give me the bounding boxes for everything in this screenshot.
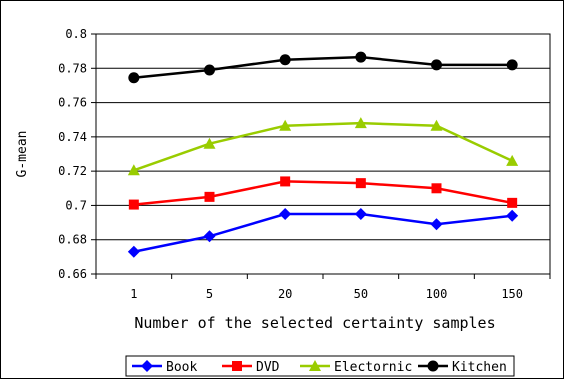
- legend-label: DVD: [256, 360, 280, 375]
- series-book: [127, 208, 519, 258]
- series-line: [133, 55, 513, 79]
- y-axis-ticks: 0.66 0.68 0.7 0.72 0.74 0.76 0.78 0.8: [58, 27, 96, 281]
- y-tick-label: 0.78: [58, 61, 87, 75]
- x-tick-label: 150: [501, 287, 523, 301]
- y-axis-label: G-mean: [15, 131, 30, 178]
- triangle-marker: [430, 119, 443, 131]
- y-tick-label: 0.8: [65, 27, 87, 41]
- circle-marker: [355, 51, 367, 63]
- square-marker: [507, 197, 518, 208]
- square-marker: [232, 361, 242, 371]
- series-kitchen: [128, 51, 518, 84]
- circle-marker: [506, 59, 518, 71]
- triangle-marker: [279, 119, 292, 131]
- legend-item-book: Book: [132, 360, 197, 375]
- legend-item-kitchen: Kitchen: [418, 360, 507, 375]
- legend-label: Electornic: [334, 360, 412, 375]
- x-tick-label: 1: [130, 287, 137, 301]
- triangle-marker: [127, 164, 140, 176]
- y-tick-label: 0.76: [58, 96, 87, 110]
- square-marker: [431, 183, 442, 194]
- series-lines: [127, 51, 519, 258]
- y-tick-label: 0.72: [58, 164, 87, 178]
- x-tick-label: 5: [206, 287, 213, 301]
- square-marker: [128, 199, 139, 210]
- diamond-marker: [430, 218, 443, 231]
- legend-item-electornic: Electornic: [300, 360, 412, 375]
- y-tick-label: 0.7: [65, 198, 87, 212]
- x-axis-label: Number of the selected certainty samples: [134, 314, 495, 332]
- circle-marker: [279, 54, 291, 66]
- y-tick-label: 0.74: [58, 130, 87, 144]
- legend-item-dvd: DVD: [222, 360, 280, 375]
- legend-label: Book: [166, 360, 197, 375]
- diamond-marker: [141, 360, 153, 372]
- triangle-marker: [309, 360, 321, 371]
- x-tick-label: 100: [426, 287, 448, 301]
- triangle-marker: [203, 137, 216, 149]
- x-tick-label: 50: [354, 287, 368, 301]
- circle-marker: [427, 360, 439, 372]
- series-line: [133, 121, 513, 172]
- series-electornic: [127, 117, 519, 176]
- series-dvd: [128, 176, 518, 210]
- square-marker: [204, 191, 215, 202]
- circle-marker: [431, 59, 442, 71]
- legend-label: Kitchen: [452, 360, 507, 375]
- y-tick-label: 0.68: [58, 233, 87, 247]
- diamond-marker: [203, 230, 216, 243]
- series-line: [133, 180, 513, 206]
- diamond-marker: [354, 208, 367, 220]
- series-line: [133, 212, 513, 253]
- circle-marker: [204, 64, 215, 76]
- diamond-marker: [127, 245, 140, 258]
- circle-marker: [128, 72, 140, 84]
- square-marker: [355, 178, 366, 189]
- triangle-marker: [506, 154, 519, 166]
- square-marker: [280, 176, 291, 187]
- legend-items: Book DVD Electornic Kitchen: [132, 360, 507, 375]
- y-tick-label: 0.66: [58, 267, 87, 281]
- triangle-marker: [354, 117, 367, 129]
- diamond-marker: [279, 208, 292, 220]
- x-axis-ticks: 1 5 20 50 100 150: [95, 274, 551, 301]
- diamond-marker: [506, 209, 519, 222]
- x-tick-label: 20: [278, 287, 292, 301]
